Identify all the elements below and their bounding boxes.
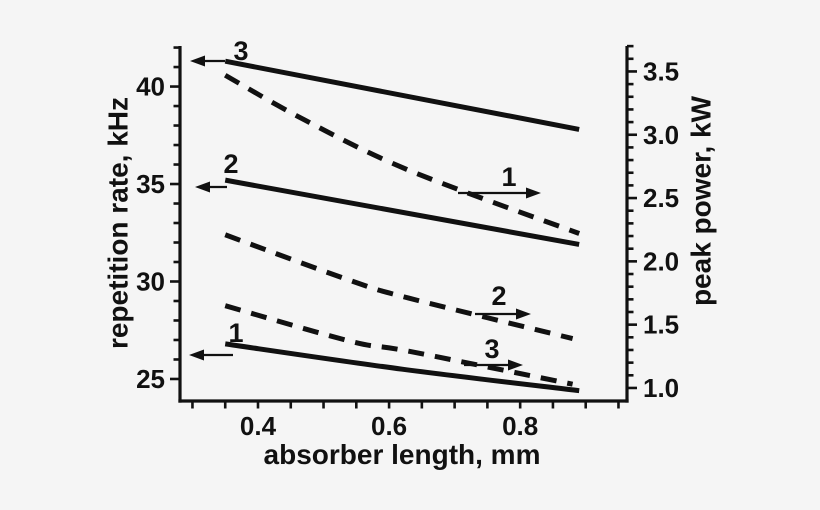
left-tick-label: 40 <box>136 72 165 102</box>
series-dashed-3 <box>224 303 574 387</box>
curve-number-label: 3 <box>233 36 248 66</box>
series-solid-2 <box>224 177 580 247</box>
curve-number-label: 2 <box>223 149 238 179</box>
left-tick-label: 30 <box>136 266 165 296</box>
arrowhead-right-icon <box>516 308 531 320</box>
right-tick-label: 3.5 <box>643 56 679 86</box>
series-solid-1 <box>224 341 580 394</box>
right-tick-label: 2.5 <box>643 183 679 213</box>
series-dashed-2 <box>224 232 574 342</box>
curve-number-label: 1 <box>228 318 243 348</box>
annotations: 3 2 1 1 2 3 <box>189 36 541 371</box>
curve-number-label: 1 <box>501 162 516 192</box>
left-tick-label: 35 <box>136 169 165 199</box>
x-tick-label: 0.4 <box>240 411 277 441</box>
arrowhead-left-icon <box>190 55 205 67</box>
arrowhead-left-icon <box>195 181 210 193</box>
curve-annotation-1: 1 <box>189 318 244 361</box>
arrowhead-right-icon <box>526 187 541 199</box>
curve-annotation-1: 1 <box>458 162 541 199</box>
curve-annotation-2: 2 <box>195 149 239 193</box>
x-axis-title: absorber length, mm <box>264 439 541 470</box>
right-tick-label: 3.0 <box>643 120 679 150</box>
arrowhead-right-icon <box>508 359 523 371</box>
x-tick-label: 0.8 <box>502 411 538 441</box>
right-tick-label: 1.0 <box>643 373 679 403</box>
curve-annotation-3: 3 <box>190 36 249 67</box>
right-axis-title: peak power, kW <box>686 95 717 306</box>
left-tick-label: 25 <box>136 364 165 394</box>
right-tick-label: 1.5 <box>643 310 679 340</box>
curve-number-label: 3 <box>484 334 499 364</box>
curve-number-label: 2 <box>491 281 506 311</box>
arrowhead-left-icon <box>189 349 204 361</box>
curve-annotation-3: 3 <box>464 334 523 371</box>
curve-annotation-2: 2 <box>475 281 531 320</box>
series-solid-3 <box>224 58 580 132</box>
right-tick-label: 2.0 <box>643 246 679 276</box>
x-tick-label: 0.6 <box>371 411 407 441</box>
left-axis-title: repetition rate, kHz <box>103 97 134 349</box>
series <box>223 58 581 394</box>
series-dashed-1 <box>223 73 581 236</box>
